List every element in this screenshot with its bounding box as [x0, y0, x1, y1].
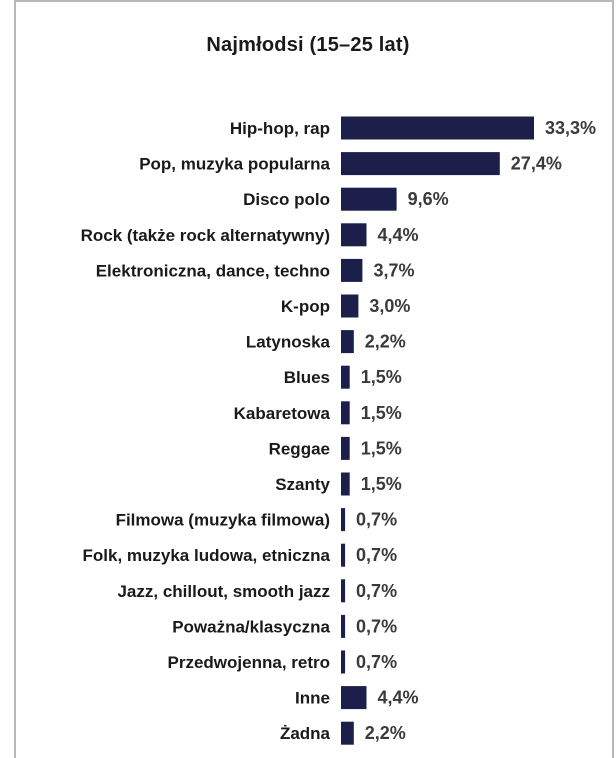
bar	[341, 330, 354, 354]
category-label: K-pop	[281, 297, 330, 316]
category-label: Szanty	[275, 475, 330, 494]
category-label: Rock (także rock alternatywny)	[81, 226, 330, 245]
category-label: Poważna/klasyczna	[172, 617, 330, 636]
value-label: 33,3%	[545, 118, 596, 138]
bar	[341, 508, 346, 532]
value-label: 1,5%	[361, 403, 402, 423]
category-label: Pop, muzyka popularna	[139, 155, 330, 174]
category-label: Jazz, chillout, smooth jazz	[117, 582, 330, 601]
value-label: 2,2%	[365, 723, 406, 743]
value-label: 4,4%	[378, 225, 419, 245]
category-label: Filmowa (muzyka filmowa)	[116, 511, 330, 530]
value-label: 0,7%	[356, 616, 397, 636]
bar	[341, 579, 346, 603]
bar	[341, 543, 346, 567]
value-label: 2,2%	[365, 332, 406, 352]
value-label: 1,5%	[361, 474, 402, 494]
bar	[341, 152, 500, 176]
bar	[341, 258, 363, 282]
category-label: Żadna	[280, 724, 331, 743]
value-label: 9,6%	[408, 189, 449, 209]
bar	[341, 686, 367, 710]
bar	[341, 187, 397, 211]
bar	[341, 721, 354, 745]
value-label: 0,7%	[356, 545, 397, 565]
chart-frame	[14, 0, 614, 758]
value-label: 1,5%	[361, 438, 402, 458]
category-label: Blues	[284, 368, 330, 387]
bar	[341, 614, 346, 638]
value-label: 1,5%	[361, 367, 402, 387]
bar	[341, 401, 350, 425]
bar	[341, 116, 534, 140]
category-label: Disco polo	[243, 190, 330, 209]
category-label: Latynoska	[246, 333, 331, 352]
category-label: Folk, muzyka ludowa, etniczna	[83, 546, 331, 565]
bar	[341, 436, 350, 460]
value-label: 0,7%	[356, 581, 397, 601]
category-label: Inne	[295, 689, 330, 708]
bar	[341, 365, 350, 389]
value-label: 27,4%	[511, 154, 562, 174]
bar	[341, 294, 359, 318]
value-label: 4,4%	[378, 688, 419, 708]
value-label: 0,7%	[356, 510, 397, 530]
value-label: 3,0%	[369, 296, 410, 316]
bar	[341, 472, 350, 496]
category-label: Reggae	[269, 439, 330, 458]
value-label: 0,7%	[356, 652, 397, 672]
bar	[341, 650, 346, 674]
category-label: Przedwojenna, retro	[168, 653, 330, 672]
category-label: Kabaretowa	[234, 404, 331, 423]
category-label: Elektroniczna, dance, techno	[96, 261, 330, 280]
bar	[341, 223, 367, 247]
category-label: Hip-hop, rap	[230, 119, 330, 138]
chart-title: Najmłodsi (15–25 lat)	[206, 34, 410, 56]
value-label: 3,7%	[373, 260, 414, 280]
